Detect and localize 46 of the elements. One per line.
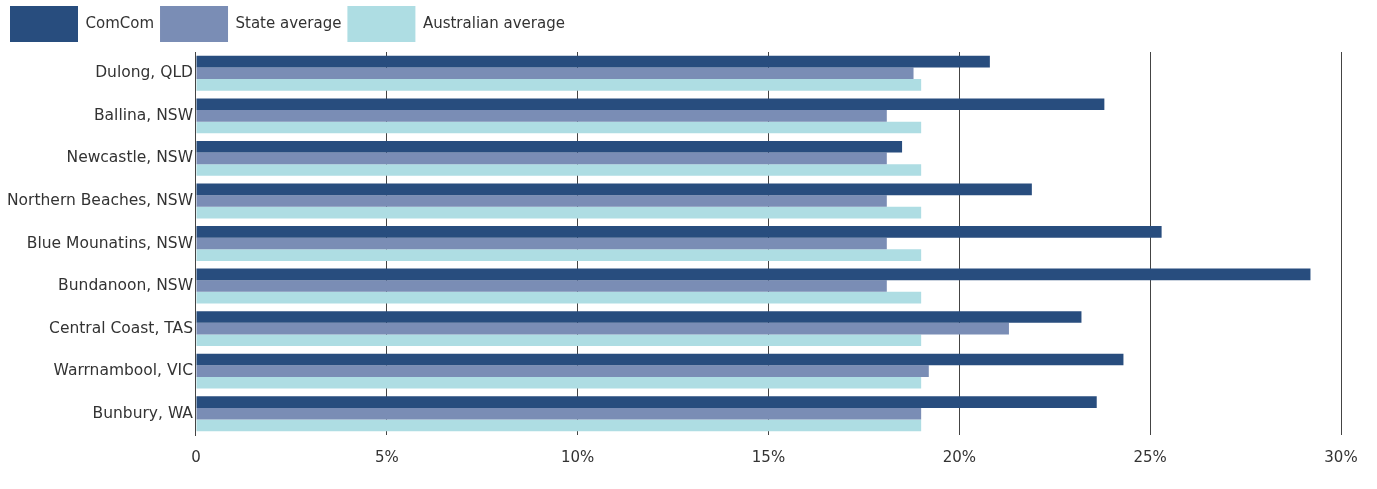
- bar: [196, 268, 1311, 281]
- x-tick-label: 0: [191, 447, 201, 466]
- bar: [196, 311, 1082, 323]
- bar: [196, 419, 922, 432]
- bar: [196, 195, 887, 207]
- y-tick-label: Newcastle, NSW: [66, 148, 193, 167]
- x-tick-label: 10%: [560, 447, 595, 466]
- y-tick-label: Central Coast, TAS: [49, 318, 193, 337]
- bar: [196, 249, 922, 261]
- y-tick-label: Ballina, NSW: [93, 105, 193, 124]
- bar: [196, 206, 922, 219]
- bar: [196, 98, 1105, 111]
- x-tick-label: 30%: [1324, 447, 1358, 466]
- y-tick-label: Blue Mounatins, NSW: [26, 233, 193, 252]
- bar: [196, 365, 929, 377]
- bar: [196, 353, 1124, 366]
- bar: [196, 376, 922, 389]
- bar: [196, 55, 990, 68]
- y-tick-label: Bunbury, WA: [92, 403, 194, 422]
- bar: [196, 183, 1032, 196]
- y-tick-label: Northern Beaches, NSW: [6, 190, 193, 209]
- bar: [196, 79, 922, 91]
- legend-label: ComCom: [85, 13, 155, 32]
- bar: [196, 237, 887, 250]
- legend-label: State average: [235, 13, 342, 32]
- x-tick-label: 5%: [374, 447, 399, 466]
- bar: [196, 280, 887, 292]
- bar: [196, 67, 914, 80]
- x-tick-label: 15%: [751, 447, 786, 466]
- bar: [196, 164, 922, 176]
- legend-label: Australian average: [422, 13, 565, 32]
- bar: [196, 291, 922, 304]
- bar: [196, 121, 922, 134]
- bar: [196, 334, 922, 347]
- x-tick-label: 25%: [1133, 447, 1167, 466]
- bar: [196, 110, 887, 122]
- bar: [196, 226, 1162, 238]
- bar: [196, 152, 887, 165]
- y-tick-label: Dulong, QLD: [95, 63, 194, 82]
- x-tick-label: 20%: [942, 447, 976, 466]
- bar: [196, 322, 1009, 335]
- y-tick-label: Warrnambool, VIC: [53, 361, 193, 380]
- bar: [196, 140, 903, 153]
- bar: [196, 407, 922, 420]
- bar: [196, 396, 1097, 408]
- y-tick-label: Bundanoon, NSW: [58, 276, 193, 295]
